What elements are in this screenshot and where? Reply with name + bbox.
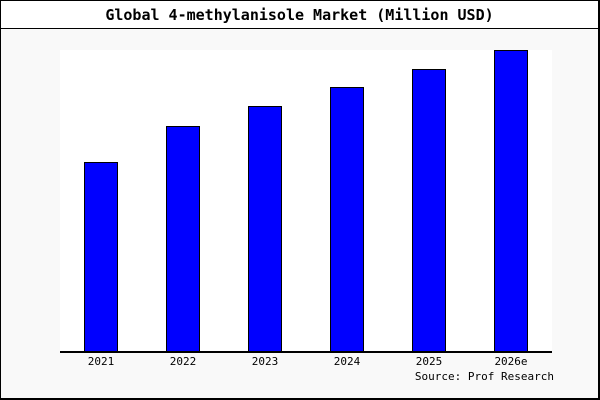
x-tick-label-2023: 2023 <box>251 355 279 368</box>
x-tick-label-2026e: 2026e <box>494 355 528 368</box>
bar-2025 <box>412 69 446 351</box>
x-tick-label-2021: 2021 <box>87 355 115 368</box>
source-credit: Source: Prof Research <box>414 370 554 383</box>
bar-2024 <box>330 87 364 351</box>
x-tick-label-2024: 2024 <box>333 355 361 368</box>
bar-2022 <box>166 126 200 351</box>
bar-2021 <box>84 162 118 351</box>
chart-title: Global 4-methylanisole Market (Million U… <box>1 1 598 29</box>
plot-area <box>60 50 552 353</box>
x-tick-label-2022: 2022 <box>169 355 197 368</box>
x-tick-label-2025: 2025 <box>415 355 443 368</box>
bar-2023 <box>248 106 282 351</box>
bar-2026e <box>494 50 528 351</box>
